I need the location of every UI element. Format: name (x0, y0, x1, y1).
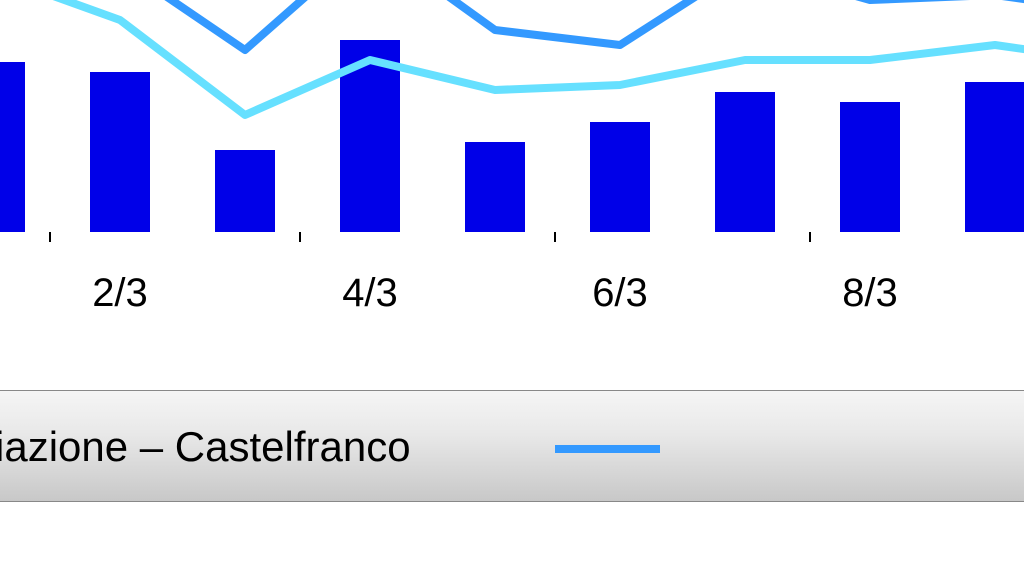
legend-band: iazione – Castelfranco (0, 390, 1024, 502)
chart-svg: 2/3 4/3 6/3 8/3 (0, 0, 1024, 380)
x-tick-label: 2/3 (92, 271, 148, 315)
bar (590, 122, 650, 232)
bar (465, 142, 525, 232)
bar (0, 62, 25, 232)
x-tick-label: 6/3 (592, 271, 648, 315)
bar (90, 72, 150, 232)
bar (215, 150, 275, 232)
legend-swatch-line (555, 443, 660, 455)
bar (715, 92, 775, 232)
x-tick-label: 4/3 (342, 271, 398, 315)
chart-area: 2/3 4/3 6/3 8/3 (0, 0, 1024, 380)
legend-item-label: iazione – Castelfranco (0, 423, 411, 471)
series-line-2 (0, 0, 1024, 115)
bar (965, 82, 1024, 232)
bar (840, 102, 900, 232)
x-tick-label: 8/3 (842, 271, 898, 315)
